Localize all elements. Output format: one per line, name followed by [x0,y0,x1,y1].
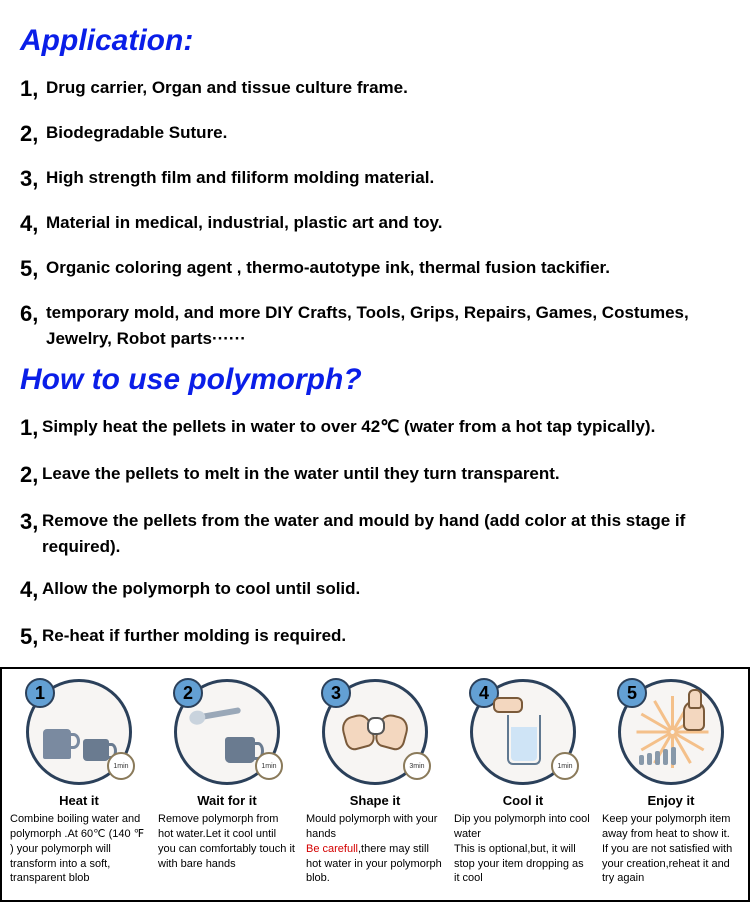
step-title: Wait for it [197,793,256,808]
application-item: 6,temporary mold, and more DIY Crafts, T… [20,297,730,351]
item-text: Re-heat if further molding is required. [42,620,346,649]
application-item: 3,High strength film and filiform moldin… [20,162,730,195]
step-description: Remove polymorph from hot water.Let it c… [156,812,298,871]
item-number: 1, [20,72,46,105]
step-description: Mould polymorph with your hands Be caref… [304,812,446,886]
timer-badge: 1min [255,752,283,780]
step-title: Enjoy it [648,793,695,808]
step-illustration: 3 3min [322,679,428,785]
application-item: 2,Biodegradable Suture. [20,117,730,150]
infographic-step: 3 3min Shape it Mould polymorph with you… [304,679,446,886]
application-item: 1,Drug carrier, Organ and tissue culture… [20,72,730,105]
item-text: temporary mold, and more DIY Crafts, Too… [46,297,730,351]
item-text: Drug carrier, Organ and tissue culture f… [46,72,408,101]
howto-item: 1,Simply heat the pellets in water to ov… [20,411,730,444]
timer-badge: 1min [551,752,579,780]
timer-badge: 3min [403,752,431,780]
application-heading: Application: [20,24,730,58]
step-illustration: 1 1min [26,679,132,785]
howto-heading: How to use polymorph? [20,363,730,397]
application-list: 1,Drug carrier, Organ and tissue culture… [20,72,730,351]
application-item: 4,Material in medical, industrial, plast… [20,207,730,240]
warning-text: Be carefull [306,843,358,855]
infographic-step: 1 1min Heat it Combine boiling water and… [8,679,150,886]
item-text: Remove the pellets from the water and mo… [42,505,730,559]
howto-item: 3,Remove the pellets from the water and … [20,505,730,559]
step-title: Shape it [350,793,401,808]
item-number: 5, [20,620,42,653]
item-number: 1, [20,411,42,444]
item-number: 2, [20,458,42,491]
item-text: Allow the polymorph to cool until solid. [42,573,360,602]
infographic-step: 4 1min Cool it Dip you polymorph into co… [452,679,594,886]
item-number: 4, [20,207,46,240]
item-number: 3, [20,505,42,538]
infographic-step: 5 Enjoy it Keep your polymorph item away… [600,679,742,886]
item-number: 4, [20,573,42,606]
howto-item: 5,Re-heat if further molding is required… [20,620,730,653]
step-title: Heat it [59,793,99,808]
item-number: 2, [20,117,46,150]
application-item: 5,Organic coloring agent , thermo-autoty… [20,252,730,285]
step-description: Keep your polymorph item away from heat … [600,812,742,886]
step-illustration: 2 1min [174,679,280,785]
infographic-strip: 1 1min Heat it Combine boiling water and… [0,667,750,902]
item-text: Leave the pellets to melt in the water u… [42,458,560,487]
item-number: 3, [20,162,46,195]
step-title: Cool it [503,793,543,808]
step-description: Combine boiling water and polymorph .At … [8,812,150,886]
item-number: 5, [20,252,46,285]
howto-item: 2,Leave the pellets to melt in the water… [20,458,730,491]
step-illustration: 4 1min [470,679,576,785]
howto-item: 4,Allow the polymorph to cool until soli… [20,573,730,606]
item-text: Simply heat the pellets in water to over… [42,411,655,440]
item-number: 6, [20,297,46,330]
howto-list: 1,Simply heat the pellets in water to ov… [20,411,730,653]
timer-badge: 1min [107,752,135,780]
item-text: High strength film and filiform molding … [46,162,434,191]
infographic-step: 2 1min Wait for it Remove polymorph from… [156,679,298,886]
step-description: Dip you polymorph into cool waterThis is… [452,812,594,886]
item-text: Material in medical, industrial, plastic… [46,207,442,236]
item-text: Biodegradable Suture. [46,117,227,146]
item-text: Organic coloring agent , thermo-autotype… [46,252,610,281]
step-illustration: 5 [618,679,724,785]
